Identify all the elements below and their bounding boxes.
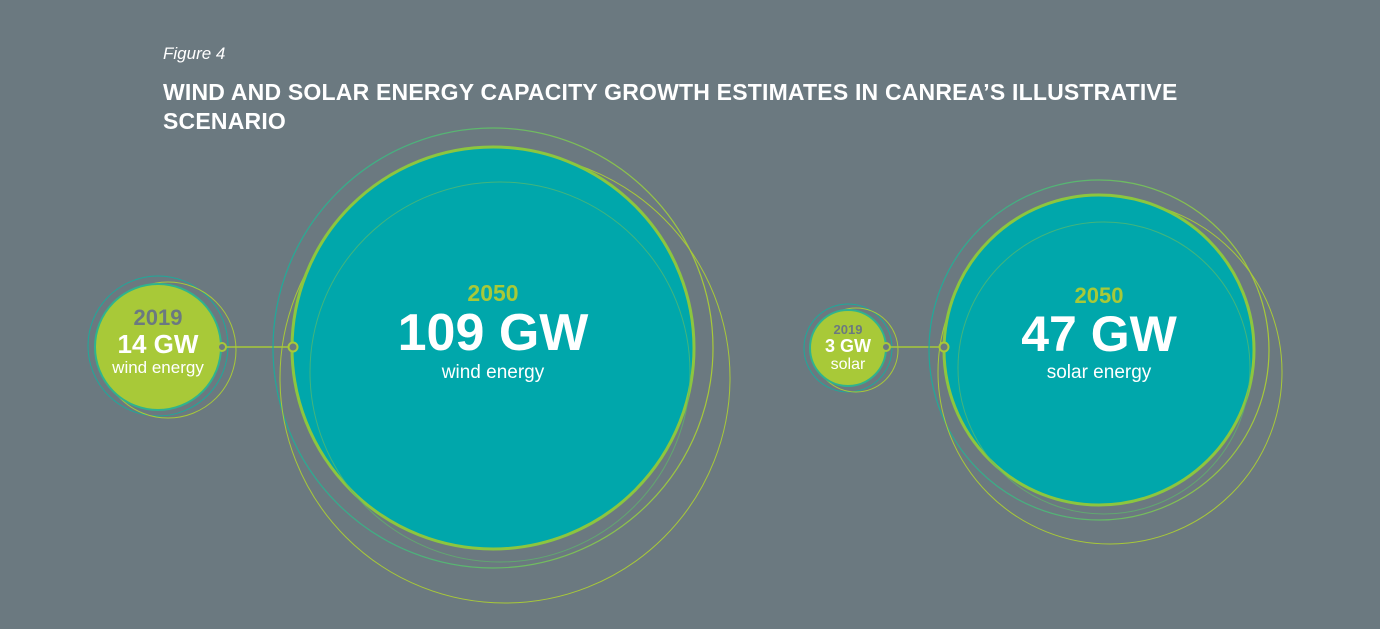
solar-2050-year: 2050 xyxy=(1074,283,1124,308)
solar-2019-caption: solar xyxy=(830,356,866,373)
wind-group xyxy=(87,127,731,604)
chart-title: WIND AND SOLAR ENERGY CAPACITY GROWTH ES… xyxy=(163,79,1178,134)
solar-2050-inner-ring xyxy=(957,221,1251,515)
solar-2019-year: 2019 xyxy=(833,322,863,337)
solar-connector-node xyxy=(881,342,891,352)
wind-2019-value: 14 GW xyxy=(117,329,199,359)
solar-2019-orbit-ring xyxy=(803,303,893,393)
wind-2050-inner-ring xyxy=(309,181,691,563)
wind-2050-caption: wind energy xyxy=(441,362,545,383)
wind-connector-node xyxy=(287,341,299,353)
solar-connector-node xyxy=(938,341,950,353)
wind-2050-year: 2050 xyxy=(467,280,519,306)
solar-2050-caption: solar energy xyxy=(1046,362,1152,383)
solar-2050-orbit-ring xyxy=(928,179,1270,521)
wind-2019-caption: wind energy xyxy=(112,358,204,377)
wind-2019-label: 2019 14 GW wind energy xyxy=(112,306,204,378)
solar-2050-value: 47 GW xyxy=(1021,306,1177,362)
wind-2019-year: 2019 xyxy=(133,305,183,330)
solar-2019-value: 3 GW xyxy=(824,336,872,356)
wind-2050-orbit-ring xyxy=(272,127,714,569)
solar-group xyxy=(803,179,1283,545)
solar-2050-label: 2050 47 GW solar energy xyxy=(1021,283,1177,386)
figure-label: Figure 4 xyxy=(163,44,226,63)
wind-2050-label: 2050 109 GW wind energy xyxy=(398,280,589,386)
solar-2019-label: 2019 3 GW solar xyxy=(825,323,871,374)
wind-2050-value: 109 GW xyxy=(397,304,589,362)
wind-connector-node xyxy=(217,342,227,352)
wind-2019-orbit-ring xyxy=(87,275,229,417)
